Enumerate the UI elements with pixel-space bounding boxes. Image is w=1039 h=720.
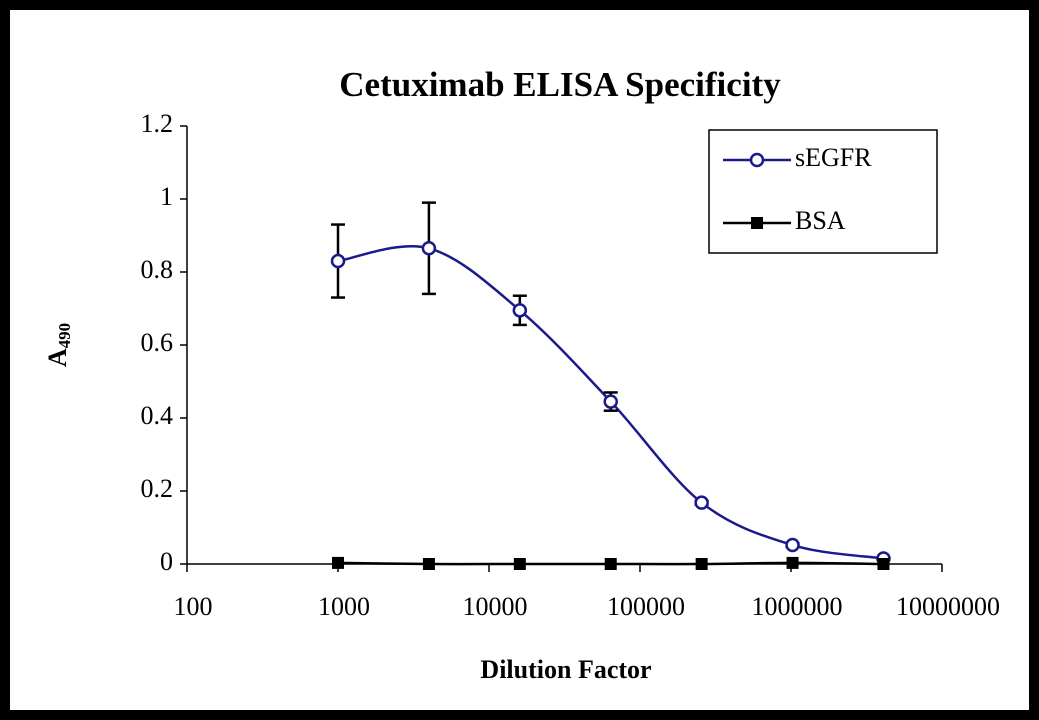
legend-box	[708, 129, 938, 254]
legend-label: sEGFR	[795, 143, 872, 172]
x-tick-label: 100000	[607, 592, 685, 621]
y-axis-label-sub: 490	[55, 323, 74, 349]
y-tick-label: 0.8	[141, 255, 174, 284]
legend-marker	[749, 152, 765, 168]
data-point	[603, 394, 618, 409]
data-point	[786, 556, 799, 569]
chart-title: Cetuximab ELISA Specificity	[339, 65, 781, 104]
y-tick-label: 0.6	[141, 328, 174, 357]
y-axis-label: A490	[43, 323, 74, 367]
data-point	[512, 303, 528, 318]
x-tick-label: 10000	[463, 592, 528, 621]
legend-label: BSA	[795, 206, 846, 235]
data-point	[694, 495, 709, 510]
data-point	[513, 558, 526, 570]
y-tick-label: 1.2	[141, 109, 174, 138]
data-point	[877, 558, 890, 570]
x-axis-label: Dilution Factor	[480, 655, 651, 684]
data-point	[785, 537, 800, 553]
data-point	[695, 558, 708, 570]
x-tick-label: 1000	[318, 592, 370, 621]
x-tick-label: 10000000	[896, 592, 1000, 621]
x-tick-label: 1000000	[752, 592, 843, 621]
y-tick-label: 0	[160, 547, 173, 576]
legend-marker	[751, 217, 763, 229]
data-point	[332, 556, 344, 569]
data-point	[330, 253, 346, 269]
y-tick-label: 0.4	[141, 401, 174, 430]
x-tick-label: 100	[174, 592, 213, 621]
data-point	[421, 241, 437, 256]
y-tick-label: 0.2	[141, 474, 174, 503]
data-point	[422, 558, 435, 570]
y-tick-label: 1	[160, 182, 173, 211]
y-axis-label-main: A	[43, 348, 72, 367]
data-point	[604, 558, 617, 570]
